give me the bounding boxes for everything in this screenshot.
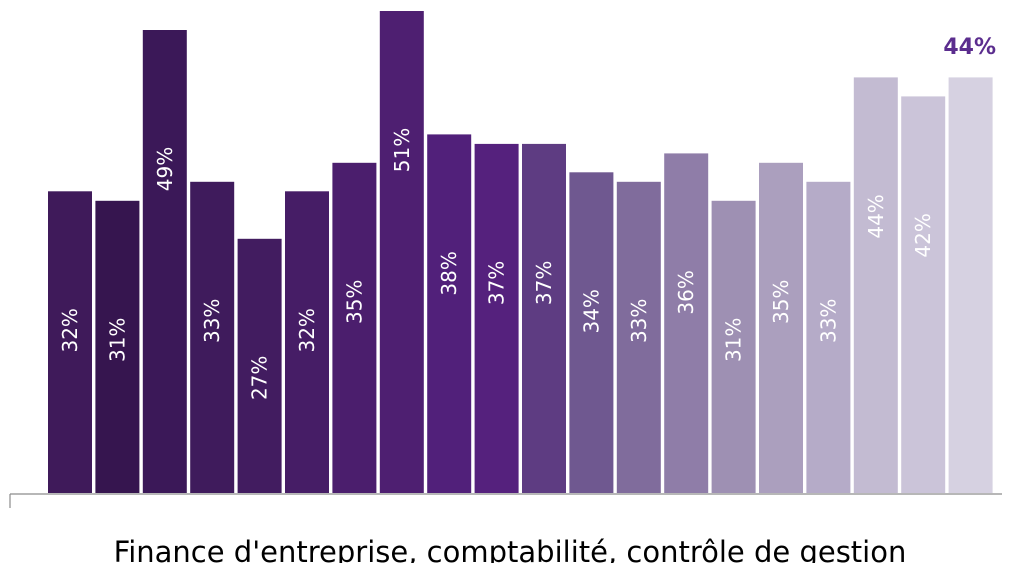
bar-label-11: 37% — [532, 261, 556, 305]
bar-19 — [899, 94, 948, 496]
bar-label-3: 49% — [153, 147, 177, 191]
bar-label-18: 44% — [864, 194, 888, 238]
bar-1 — [46, 189, 94, 496]
bar-label-15: 31% — [722, 318, 746, 362]
bar-11 — [520, 141, 568, 495]
bar-10 — [472, 141, 521, 495]
bar-15 — [709, 198, 758, 496]
bar-label-7: 35% — [342, 280, 366, 324]
bar-8 — [377, 9, 426, 495]
bar-12 — [567, 170, 616, 496]
bar-label-16: 35% — [769, 280, 793, 324]
bar-label-14: 36% — [674, 270, 698, 314]
bar-label-4: 33% — [200, 299, 224, 343]
bars-group — [46, 9, 995, 496]
bar-label-8: 51% — [390, 128, 414, 172]
bar-2 — [93, 198, 142, 496]
bar-20 — [946, 75, 995, 496]
bar-5 — [235, 236, 284, 496]
bar-label-17: 33% — [816, 299, 840, 343]
bar-label-5: 27% — [248, 356, 272, 400]
highlight-value-label: 44% — [943, 35, 996, 60]
bar-label-6: 32% — [295, 308, 319, 352]
bar-16 — [757, 160, 805, 496]
bar-label-9: 38% — [437, 251, 461, 295]
bar-7 — [330, 160, 379, 496]
bar-label-13: 33% — [627, 299, 651, 343]
bar-18 — [851, 75, 900, 496]
bar-3 — [140, 28, 189, 495]
x-axis-title: Finance d'entreprise, comptabilité, cont… — [114, 535, 907, 563]
bar-labels-group: 32% 31% 49% 33% 27% 32% 35% 51% 38% 37% 37% 34% 33% 3… — [58, 128, 935, 400]
bar-14 — [662, 151, 711, 495]
bar-label-1: 32% — [58, 308, 82, 352]
bar-label-12: 34% — [579, 289, 603, 333]
bar-label-2: 31% — [105, 318, 129, 362]
bar-9 — [425, 132, 474, 495]
bar-label-19: 42% — [911, 213, 935, 257]
bar-label-10: 37% — [485, 261, 509, 305]
